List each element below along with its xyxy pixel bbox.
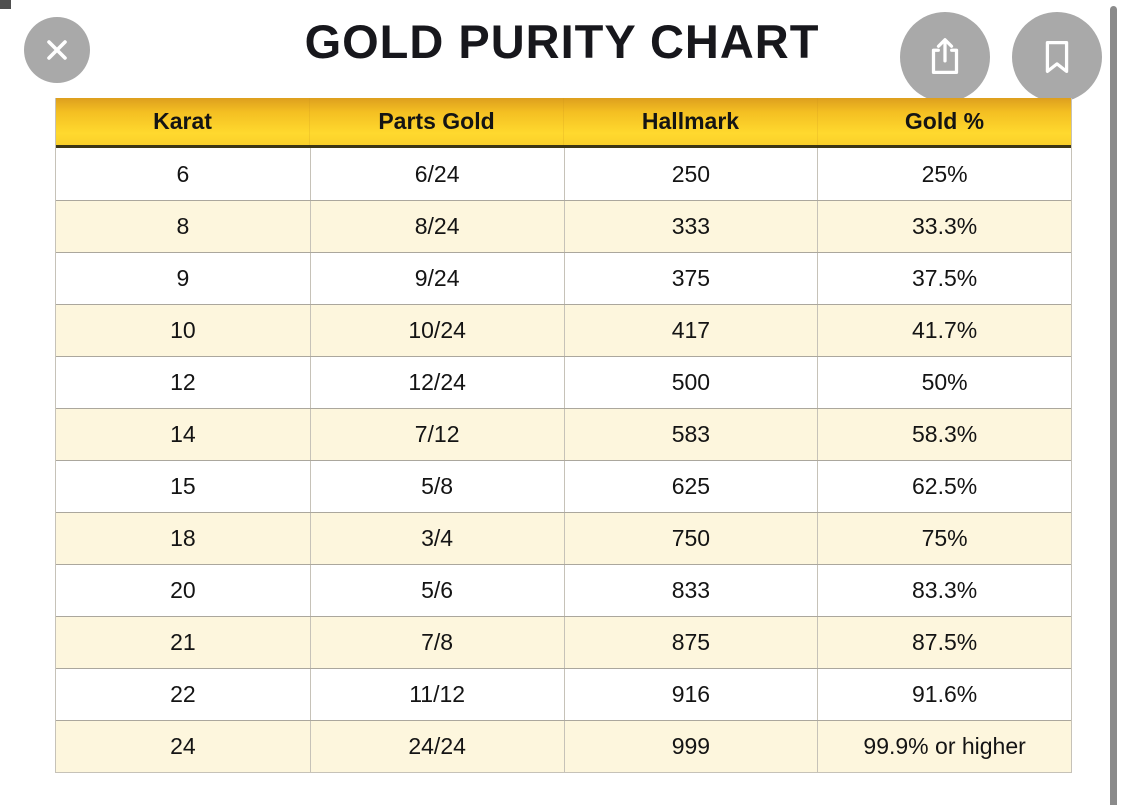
table-row: 20 5/6 833 83.3% <box>56 564 1071 616</box>
table-row: 14 7/12 583 58.3% <box>56 408 1071 460</box>
table-row: 9 9/24 375 37.5% <box>56 252 1071 304</box>
table-row: 22 11/12 916 91.6% <box>56 668 1071 720</box>
table-cell: 41.7% <box>817 305 1071 356</box>
share-icon <box>922 34 968 80</box>
table-cell: 8/24 <box>309 201 564 252</box>
close-button[interactable] <box>24 17 90 83</box>
table-cell: 250 <box>563 148 818 200</box>
table-cell: 50% <box>817 357 1071 408</box>
table-row: 8 8/24 333 33.3% <box>56 200 1071 252</box>
table-cell: 83.3% <box>817 565 1071 616</box>
table-cell: 11/12 <box>309 669 564 720</box>
table-cell: 875 <box>563 617 818 668</box>
table-cell: 9/24 <box>309 253 564 304</box>
table-body: 6 6/24 250 25% 8 8/24 333 33.3% 9 9/24 375 37.5% 10 1… <box>56 148 1071 772</box>
table-cell: 10/24 <box>309 305 564 356</box>
table-cell: 87.5% <box>817 617 1071 668</box>
table-cell: 625 <box>563 461 818 512</box>
scrollbar[interactable] <box>1110 6 1117 805</box>
table-row: 24 24/24 999 99.9% or higher <box>56 720 1071 772</box>
gold-purity-table: Karat Parts Gold Hallmark Gold % 6 6/24 25… <box>55 98 1072 773</box>
table-cell: 91.6% <box>817 669 1071 720</box>
table-cell: 417 <box>563 305 818 356</box>
table-cell: 5/6 <box>309 565 564 616</box>
page-title: GOLD PURITY CHART <box>304 15 820 68</box>
table-cell: 333 <box>563 201 818 252</box>
corner-notch <box>0 0 11 9</box>
table-cell: 25% <box>817 148 1071 200</box>
table-row: 10 10/24 417 41.7% <box>56 304 1071 356</box>
table-header-karat: Karat <box>153 108 212 134</box>
table-cell: 375 <box>563 253 818 304</box>
table-cell: 24 <box>170 733 196 759</box>
table-cell: 14 <box>170 421 196 447</box>
table-cell: 5/8 <box>309 461 564 512</box>
table-cell: 75% <box>817 513 1071 564</box>
table-cell: 22 <box>170 681 196 707</box>
table-cell: 500 <box>563 357 818 408</box>
table-header-parts-gold: Parts Gold <box>309 98 563 145</box>
table-cell: 37.5% <box>817 253 1071 304</box>
table-header-row: Karat Parts Gold Hallmark Gold % <box>56 98 1071 148</box>
table-row: 21 7/8 875 87.5% <box>56 616 1071 668</box>
table-cell: 99.9% or higher <box>817 721 1071 772</box>
close-icon <box>40 33 74 67</box>
table-row: 18 3/4 750 75% <box>56 512 1071 564</box>
table-cell: 12/24 <box>309 357 564 408</box>
table-row: 12 12/24 500 50% <box>56 356 1071 408</box>
table-header-hallmark: Hallmark <box>563 98 817 145</box>
table-cell: 9 <box>176 265 190 291</box>
table-row: 6 6/24 250 25% <box>56 148 1071 200</box>
table-cell: 750 <box>563 513 818 564</box>
table-cell: 6/24 <box>309 148 564 200</box>
bookmark-button[interactable] <box>1012 12 1102 102</box>
table-cell: 12 <box>170 369 196 395</box>
table-cell: 3/4 <box>309 513 564 564</box>
table-cell: 20 <box>170 577 196 603</box>
table-cell: 7/8 <box>309 617 564 668</box>
table-cell: 21 <box>170 629 196 655</box>
table-cell: 583 <box>563 409 818 460</box>
table-cell: 916 <box>563 669 818 720</box>
table-cell: 58.3% <box>817 409 1071 460</box>
table-cell: 833 <box>563 565 818 616</box>
table-cell: 999 <box>563 721 818 772</box>
table-header-gold-percent: Gold % <box>817 98 1071 145</box>
table-cell: 7/12 <box>309 409 564 460</box>
share-button[interactable] <box>900 12 990 102</box>
table-cell: 62.5% <box>817 461 1071 512</box>
table-row: 15 5/8 625 62.5% <box>56 460 1071 512</box>
table-cell: 10 <box>170 317 196 343</box>
table-cell: 33.3% <box>817 201 1071 252</box>
table-cell: 15 <box>170 473 196 499</box>
table-cell: 6 <box>176 160 190 187</box>
table-cell: 18 <box>170 525 196 551</box>
table-cell: 8 <box>176 213 190 239</box>
table-cell: 24/24 <box>309 721 564 772</box>
bookmark-icon <box>1034 34 1080 80</box>
